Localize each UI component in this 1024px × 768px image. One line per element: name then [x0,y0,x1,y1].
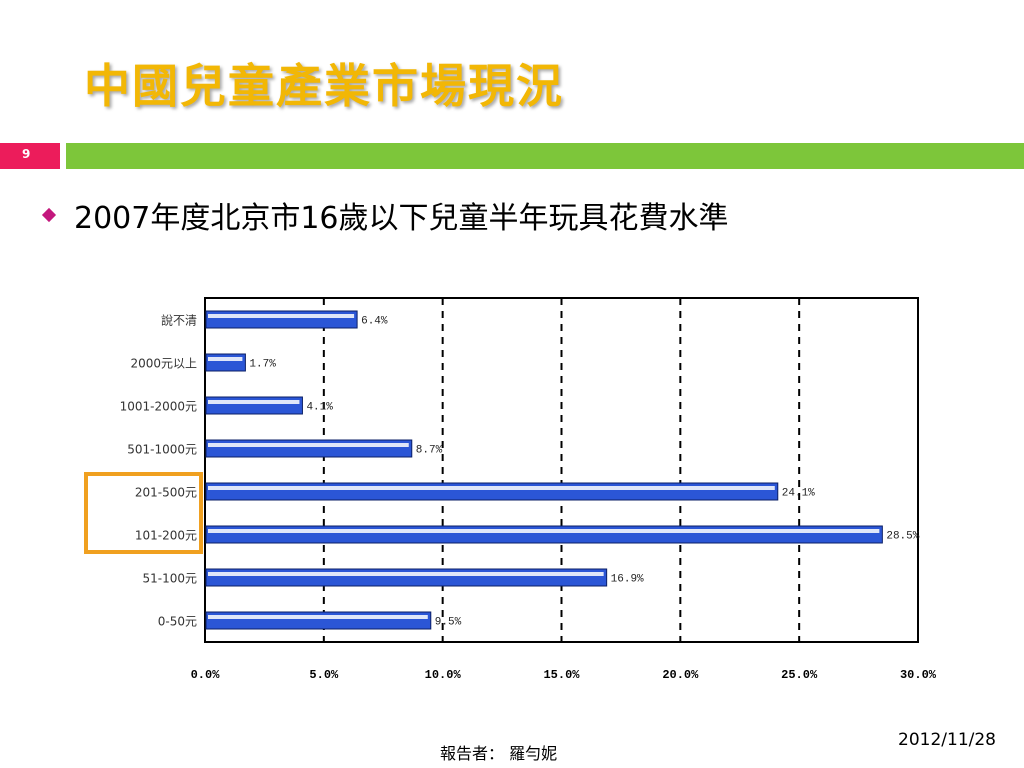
bar [205,310,358,329]
x-tick-label: 25.0% [781,668,818,682]
bullet-text: 2007年度北京市16歲以下兒童半年玩具花費水準 [74,201,729,236]
category-label: 101-200元 [135,529,197,543]
category-label: 201-500元 [135,486,197,500]
bar [205,353,246,372]
bar-highlight [208,443,409,447]
bar-highlight [208,529,880,533]
header-divider-bar [66,143,1024,169]
bar-value-label: 24.1% [782,488,815,500]
category-label: 51-100元 [142,572,197,586]
toy-spending-chart: 0.0% 5.0% 10.0% 15.0% 20.0% 25.0% 30.0% 6.4% 說不清… [72,290,962,690]
x-tick-label: 0.0% [191,668,221,682]
bar-highlight [208,572,604,576]
category-label: 0-50元 [158,615,197,629]
slide-number-badge: 9 [0,143,60,169]
chart-svg: 0.0% 5.0% 10.0% 15.0% 20.0% 25.0% 30.0% 6.4% 說不清… [84,297,937,682]
category-label: 2000元以上 [130,357,197,371]
slide-number: 9 [22,147,31,161]
x-tick-label: 10.0% [425,668,462,682]
bar-value-label: 1.7% [249,359,276,371]
bar-value-label: 28.5% [886,531,919,543]
diamond-bullet-icon [41,207,57,223]
bar [205,439,413,458]
bar-highlight [208,314,355,318]
x-tick-label: 15.0% [543,668,580,682]
x-tick-label: 5.0% [309,668,339,682]
bar-value-label: 16.9% [611,574,644,586]
bar-value-label: 4.1% [306,402,333,414]
bar [205,568,608,587]
bar [205,396,303,415]
bar-value-label: 9.5% [435,617,462,629]
bar-value-label: 6.4% [361,316,388,328]
slide-title: 中國兒童產業市場現況 [84,59,564,113]
bar-highlight [208,357,243,361]
presenter-label: 報告者： 羅勻妮 [440,744,558,763]
bar [205,525,883,544]
bar-value-label: 8.7% [416,445,443,457]
slide-date: 2012/11/28 [898,730,996,750]
category-label: 說不清 [161,313,197,328]
bar-highlight [208,615,428,619]
highlight-box [84,472,203,554]
bar-highlight [208,486,775,490]
category-label: 1001-2000元 [120,400,197,414]
x-tick-label: 20.0% [662,668,699,682]
bar-highlight [208,400,300,404]
x-tick-label: 30.0% [900,668,937,682]
bar [205,482,779,501]
category-label: 501-1000元 [127,443,197,457]
bar [205,611,432,630]
